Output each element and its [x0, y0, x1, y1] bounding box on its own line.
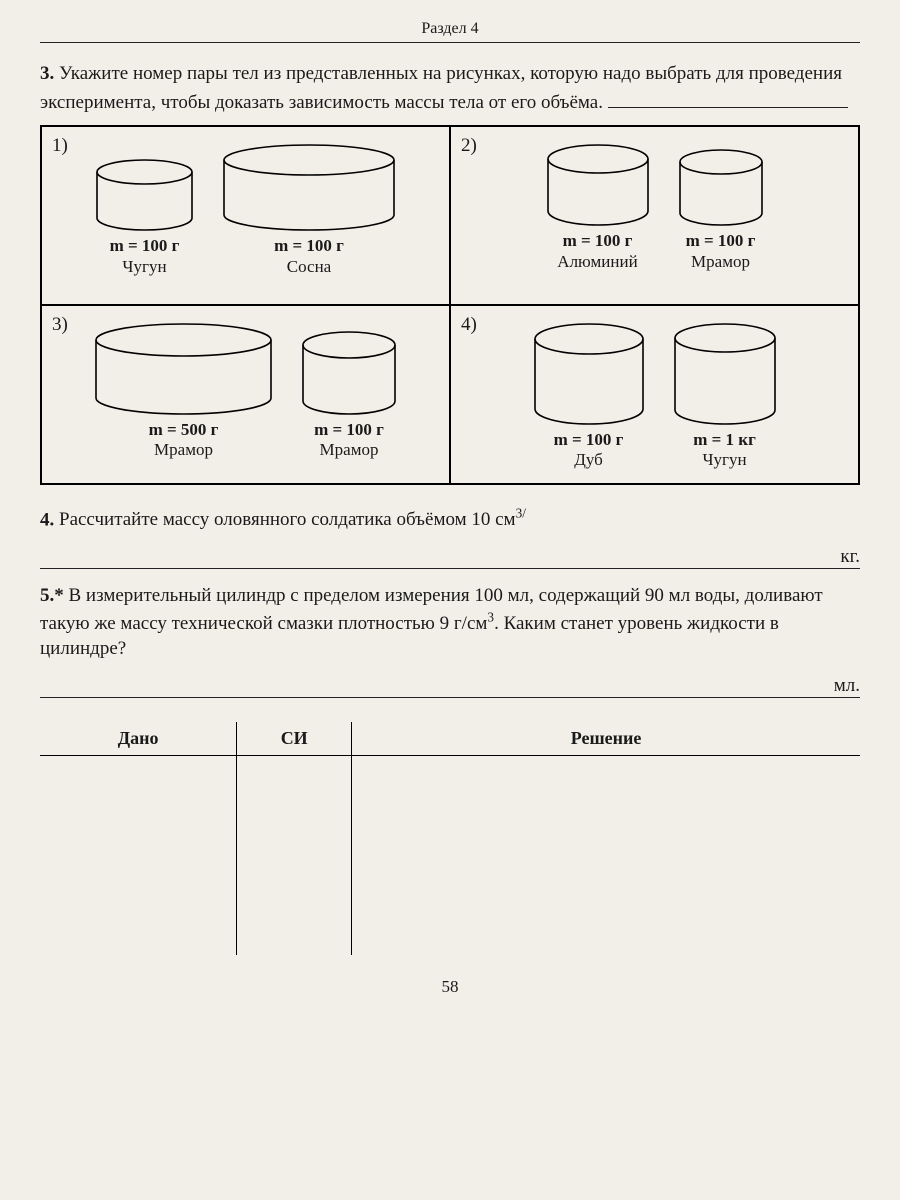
mass-label: m = 100 г [314, 420, 384, 439]
cell-resh[interactable] [352, 755, 860, 955]
material-label: Чугун [122, 257, 166, 276]
col-header-dano: Дано [40, 722, 237, 756]
material-label: Дуб [574, 450, 603, 469]
solution-table: Дано СИ Решение [40, 722, 860, 956]
cylinder-item: m = 100 г Дуб [533, 322, 645, 471]
cylinder-item: m = 100 г Сосна [222, 143, 396, 277]
material-label: Мрамор [691, 252, 750, 271]
cylinder-icon [301, 330, 397, 416]
mass-label: m = 100 г [110, 236, 180, 255]
cylinder-caption: m = 100 г Дуб [554, 430, 624, 471]
cylinder-item: m = 500 г Мрамор [94, 322, 273, 461]
cylinder-caption: m = 100 г Мрамор [314, 420, 384, 461]
page-number: 58 [40, 977, 860, 997]
mass-label: m = 100 г [563, 231, 633, 250]
cylinder-caption: m = 100 г Сосна [274, 236, 344, 277]
cylinder-icon [678, 148, 764, 227]
material-label: Мрамор [154, 440, 213, 459]
option-number: 1) [52, 135, 68, 157]
cylinder-icon [533, 322, 645, 426]
material-label: Сосна [287, 257, 331, 276]
question-4: 4. Рассчитайте массу оловянного солдатик… [40, 505, 860, 533]
cylinder-row: m = 100 г Дуб m = 1 кг Чугун [461, 322, 848, 471]
mass-label: m = 100 г [274, 236, 344, 255]
unit-ml: мл. [834, 675, 860, 697]
mass-label: m = 1 кг [693, 430, 756, 449]
option-number: 4) [461, 314, 477, 336]
cylinder-icon [95, 158, 194, 232]
cylinder-caption: m = 100 г Мрамор [686, 231, 756, 272]
cylinder-caption: m = 1 кг Чугун [693, 430, 756, 471]
cylinder-item: m = 100 г Алюминий [546, 143, 650, 272]
answer-line-q4[interactable]: кг. [40, 543, 860, 569]
mass-label: m = 100 г [554, 430, 624, 449]
cylinder-caption: m = 500 г Мрамор [149, 420, 219, 461]
cylinder-icon [546, 143, 650, 227]
question-3: 3. Укажите номер пары тел из представлен… [40, 61, 860, 115]
material-label: Чугун [702, 450, 746, 469]
cylinder-row: m = 100 г Алюминий m = 100 г Мрамор [461, 143, 848, 272]
cylinder-item: m = 100 г Чугун [95, 158, 194, 277]
material-label: Мрамор [320, 440, 379, 459]
col-header-resh: Решение [352, 722, 860, 756]
question-5-text: В измерительный цилиндр с пределом измер… [40, 585, 823, 660]
answer-line-q5[interactable]: мл. [40, 672, 860, 698]
col-header-si: СИ [237, 722, 352, 756]
cell-dano[interactable] [40, 755, 237, 955]
options-grid: 1) m = 100 г Чугун m = 100 г Сосна 2) m … [40, 125, 860, 485]
option-cell-2: 2) m = 100 г Алюминий m = 100 г Мрамор [450, 126, 859, 305]
option-cell-1: 1) m = 100 г Чугун m = 100 г Сосна [41, 126, 450, 305]
cylinder-caption: m = 100 г Алюминий [557, 231, 637, 272]
option-cell-3: 3) m = 500 г Мрамор m = 100 г Мрамор [41, 305, 450, 484]
section-header: Раздел 4 [40, 20, 860, 43]
cylinder-row: m = 100 г Чугун m = 100 г Сосна [52, 143, 439, 277]
cell-si[interactable] [237, 755, 352, 955]
question-4-text: Рассчитайте массу оловянного солдатика о… [59, 509, 526, 530]
question-3-number: 3. [40, 63, 54, 84]
unit-kg: кг. [840, 546, 860, 568]
cylinder-icon [673, 322, 777, 426]
mass-label: m = 100 г [686, 231, 756, 250]
question-4-number: 4. [40, 509, 54, 530]
option-number: 3) [52, 314, 68, 336]
option-cell-4: 4) m = 100 г Дуб m = 1 кг Чугун [450, 305, 859, 484]
cylinder-item: m = 1 кг Чугун [673, 322, 777, 471]
cylinder-caption: m = 100 г Чугун [110, 236, 180, 277]
cylinder-icon [222, 143, 396, 232]
question-5-number: 5.* [40, 585, 64, 606]
material-label: Алюминий [557, 252, 637, 271]
question-5: 5.* В измерительный цилиндр с пределом и… [40, 583, 860, 662]
mass-label: m = 500 г [149, 420, 219, 439]
option-number: 2) [461, 135, 477, 157]
cylinder-item: m = 100 г Мрамор [301, 330, 397, 461]
answer-blank-q3[interactable] [608, 87, 848, 108]
cylinder-row: m = 500 г Мрамор m = 100 г Мрамор [52, 322, 439, 461]
cylinder-item: m = 100 г Мрамор [678, 148, 764, 272]
cylinder-icon [94, 322, 273, 416]
